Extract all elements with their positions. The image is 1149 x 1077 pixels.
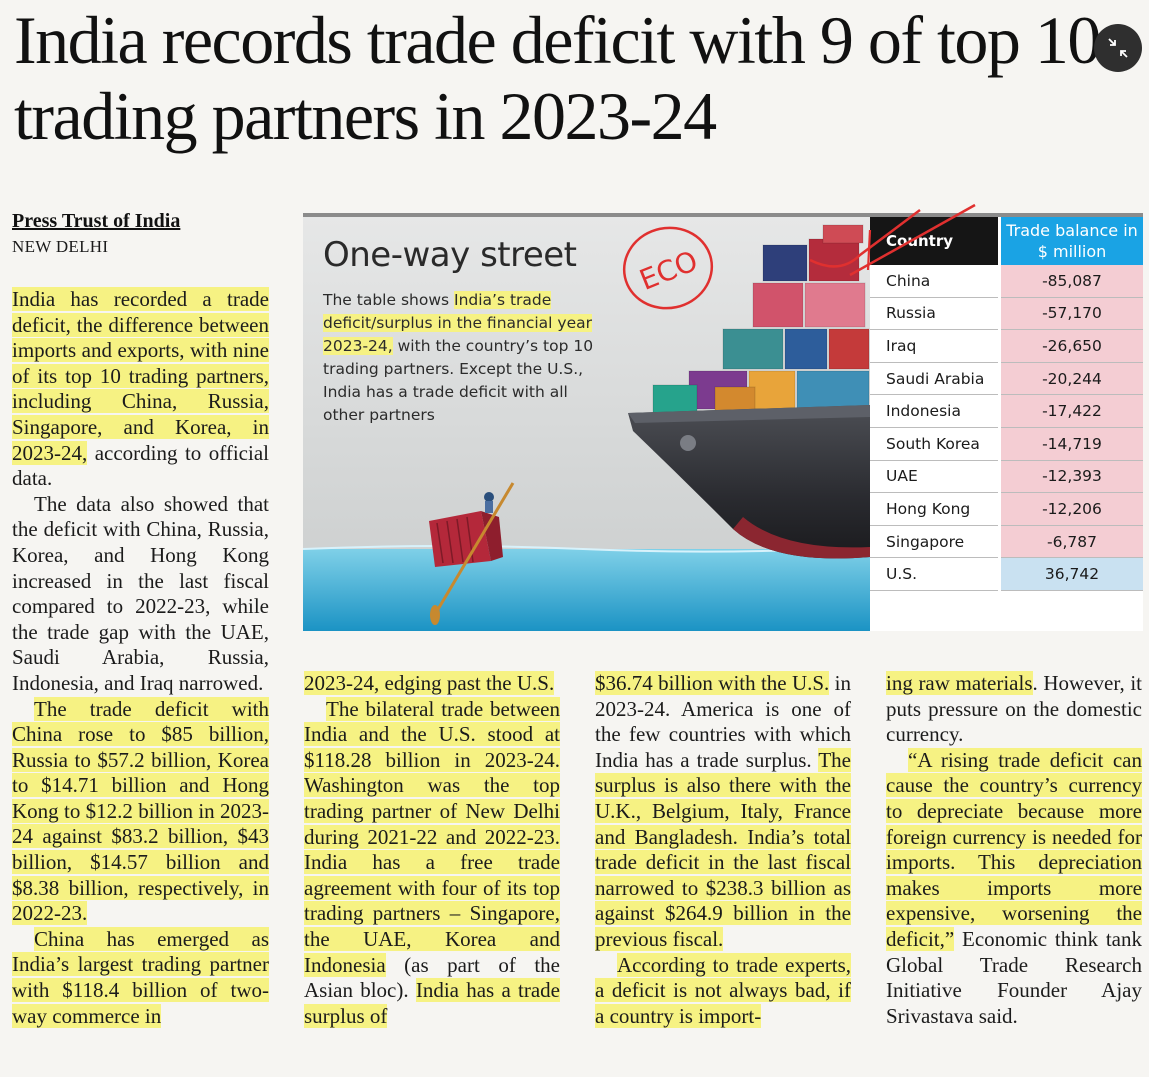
- value-cell: -85,087: [998, 265, 1143, 298]
- country-cell: Hong Kong: [870, 492, 1000, 526]
- headline: India records trade deficit with 9 of to…: [14, 2, 1101, 154]
- value-cell: -57,170: [998, 297, 1143, 331]
- table-row: South Korea -14,719: [870, 427, 1143, 461]
- country-cell: Russia: [870, 297, 1000, 331]
- check-mark-annotation: [809, 203, 976, 277]
- article-column-3: $36.74 billion with the U.S. in 2023-24.…: [595, 671, 851, 1029]
- value-cell: -12,393: [998, 460, 1143, 494]
- byline-block: Press Trust of India NEW DELHI: [12, 210, 180, 257]
- country-cell: Indonesia: [870, 394, 1000, 428]
- table-row: Hong Kong -12,206: [870, 492, 1143, 526]
- table-row: China -85,087: [870, 265, 1143, 298]
- country-cell: China: [870, 265, 1000, 298]
- value-cell: -26,650: [998, 329, 1143, 363]
- table-row: Saudi Arabia -20,244: [870, 362, 1143, 396]
- eco-annotation: ECO: [622, 226, 714, 310]
- article-column-4: ing raw materials. However, it puts pres…: [886, 671, 1142, 1029]
- value-cell: -6,787: [998, 525, 1143, 559]
- table-row: Russia -57,170: [870, 297, 1143, 331]
- value-cell: -17,422: [998, 394, 1143, 428]
- article-column-1: India has recorded a trade deficit, the …: [12, 287, 269, 1029]
- value-cell: 36,742: [998, 557, 1143, 591]
- dateline: NEW DELHI: [12, 237, 109, 256]
- country-cell: South Korea: [870, 427, 1000, 461]
- table-row: UAE -12,393: [870, 460, 1143, 494]
- paragraph-5: The bilateral trade between India and th…: [304, 696, 560, 1028]
- paragraph-2: The data also showed that the deficit wi…: [12, 491, 269, 695]
- svg-text:ECO: ECO: [635, 244, 702, 297]
- article-column-2: 2023-24, edging past the U.S. The bilate…: [304, 671, 560, 1029]
- header-country: Country: [870, 217, 1000, 265]
- paragraph-4-cont: 2023-24, edging past the U.S.: [304, 671, 555, 695]
- trade-balance-table-wrap: Country Trade balance in $ million China…: [870, 217, 1143, 631]
- country-cell: Singapore: [870, 525, 1000, 559]
- graphic-description: The table shows India’s trade deficit/su…: [323, 291, 594, 424]
- table-row: U.S. 36,742: [870, 557, 1143, 591]
- value-cell: -20,244: [998, 362, 1143, 396]
- country-cell: UAE: [870, 460, 1000, 494]
- byline: Press Trust of India: [12, 210, 181, 232]
- graphic-title: One-way street: [323, 235, 577, 275]
- infographic: One-way street The table shows India’s t…: [303, 213, 1143, 631]
- paragraph-5-cont: $36.74 billion with the U.S. in 2023-24.…: [595, 671, 851, 951]
- country-cell: Iraq: [870, 329, 1000, 363]
- ship-illustration: One-way street The table shows India’s t…: [303, 217, 870, 631]
- trade-balance-table: Country Trade balance in $ million China…: [870, 217, 1143, 591]
- country-cell: U.S.: [870, 557, 1000, 591]
- graphic-top-rule: [303, 213, 1143, 217]
- table-row: Singapore -6,787: [870, 525, 1143, 559]
- country-cell: Saudi Arabia: [870, 362, 1000, 396]
- paragraph-4: China has emerged as India’s largest tra…: [12, 926, 269, 1028]
- value-cell: -12,206: [998, 492, 1143, 526]
- paragraph-6: According to trade experts, a deficit is…: [595, 952, 851, 1028]
- paragraph-1: India has recorded a trade deficit, the …: [12, 287, 269, 491]
- header-trade-balance: Trade balance in $ million: [998, 217, 1143, 265]
- table-row: Indonesia -17,422: [870, 394, 1143, 428]
- table-row: Iraq -26,650: [870, 329, 1143, 363]
- value-cell: -14,719: [998, 427, 1143, 461]
- paragraph-7: “A rising trade deficit can cause the co…: [886, 747, 1142, 1028]
- paragraph-3: The trade deficit with China rose to $85…: [12, 696, 269, 926]
- paragraph-6-cont: ing raw materials. However, it puts pres…: [886, 671, 1143, 747]
- collapse-icon[interactable]: [1094, 24, 1142, 72]
